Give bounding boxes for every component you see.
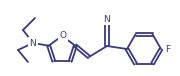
Text: N: N (30, 39, 36, 48)
Text: F: F (165, 45, 171, 54)
Text: N: N (104, 15, 110, 23)
Text: O: O (60, 31, 66, 41)
